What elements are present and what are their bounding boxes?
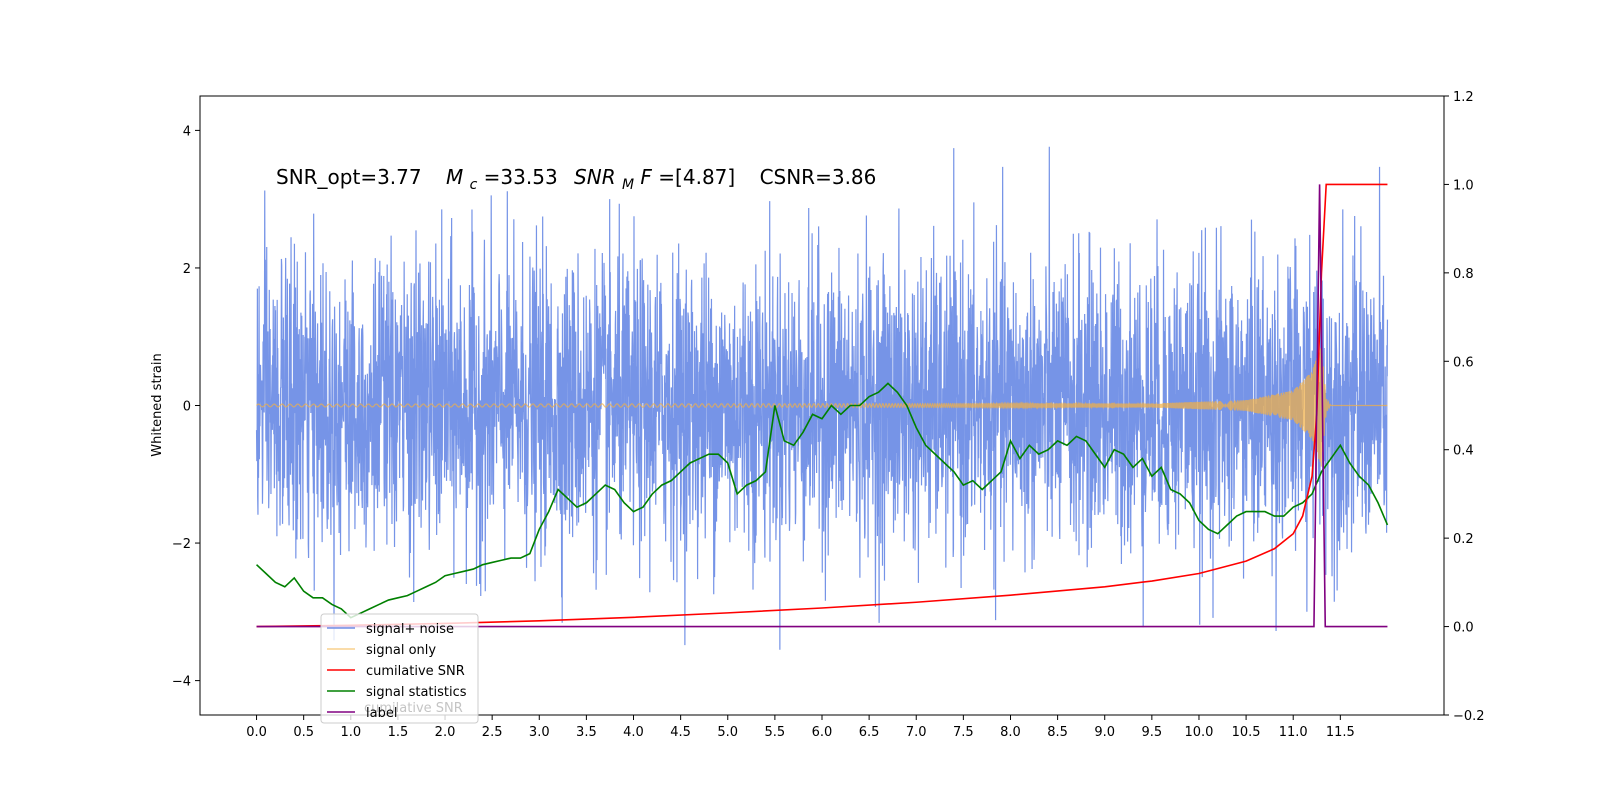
y-axis-label: Whitened strain	[150, 353, 165, 456]
x-tick-label: 3.5	[576, 725, 597, 740]
line-cumilative-snr	[256, 183, 1388, 628]
right-axis-series	[256, 183, 1389, 628]
x-tick-label: 10.5	[1232, 725, 1261, 740]
y-left-tick-label: −2	[172, 537, 191, 552]
y-left-axis-ticks: −4 −2 0 2 4	[172, 124, 200, 690]
legend-label-signal-noise: signal+ noise	[366, 622, 454, 637]
x-tick-label: 5.0	[717, 725, 738, 740]
y-right-axis-ticks: −0.2 0.0 0.2 0.4 0.6 0.8 1.0 1.2	[1444, 90, 1485, 724]
legend-label-signal-statistics: signal statistics	[366, 685, 467, 700]
annotation-snrmf-tail: F	[640, 165, 652, 189]
x-tick-label: 8.5	[1047, 725, 1068, 740]
y-left-tick-label: 2	[183, 262, 191, 277]
x-tick-label: 5.5	[765, 725, 786, 740]
x-tick-label: 8.0	[1000, 725, 1021, 740]
annotation-mc-value: =33.53	[484, 165, 558, 189]
annotation-snrmf-symbol: SNR	[574, 165, 616, 189]
line-signal-statistics	[256, 382, 1389, 619]
x-tick-label: 7.0	[906, 725, 927, 740]
annotation-mc-sub: c	[470, 177, 478, 193]
annotation-snrmf-value: =[4.87]	[658, 165, 735, 189]
y-right-tick-label: 0.4	[1453, 444, 1474, 459]
legend: cumilative SNR signal+ noise signal only c…	[320, 613, 479, 724]
annotation-snr-opt: SNR_opt=3.77	[276, 165, 422, 189]
x-tick-label: 6.5	[859, 725, 880, 740]
x-tick-label: 1.5	[388, 725, 409, 740]
annotation-mc-symbol: M	[446, 165, 463, 189]
y-right-tick-label: 0.0	[1453, 621, 1474, 636]
y-left-tick-label: −4	[172, 675, 191, 690]
signal-noise-line	[255, 146, 1389, 650]
legend-extra-label: cumilative SNR	[364, 701, 463, 716]
line-label	[256, 184, 1388, 628]
y-right-tick-label: 0.8	[1453, 267, 1474, 282]
chart-annotation: SNR_opt=3.77 M c =33.53 SNR M F =[4.87] …	[276, 165, 876, 194]
x-tick-label: 4.5	[670, 725, 691, 740]
x-tick-label: 1.0	[340, 725, 361, 740]
x-tick-label: 6.0	[812, 725, 833, 740]
legend-label-label: label	[366, 706, 397, 721]
x-tick-label: 4.0	[623, 725, 644, 740]
x-tick-label: 9.5	[1142, 725, 1163, 740]
x-tick-label: 9.0	[1094, 725, 1115, 740]
series-signal-noise	[255, 146, 1389, 650]
y-right-tick-label: −0.2	[1453, 709, 1485, 724]
x-tick-label: 7.5	[953, 725, 974, 740]
y-right-tick-label: 0.2	[1453, 532, 1474, 547]
x-axis-ticks: 0.0 0.5 1.0 1.5 2.0 2.5 3.0 3.5 4.0 4.5 5.0 5.5 6.0 6…	[246, 715, 1355, 740]
annotation-csnr: CSNR=3.86	[760, 165, 877, 189]
x-tick-label: 3.0	[529, 725, 550, 740]
x-tick-label: 11.5	[1326, 725, 1355, 740]
x-tick-label: 0.5	[293, 725, 314, 740]
annotation-snrmf-sub: M	[622, 177, 634, 193]
x-tick-label: 2.0	[435, 725, 456, 740]
signal-only-line	[256, 348, 1388, 467]
legend-label-signal-only: signal only	[366, 643, 436, 658]
x-tick-label: 11.0	[1279, 725, 1308, 740]
x-tick-label: 10.0	[1184, 725, 1213, 740]
y-right-tick-label: 0.6	[1453, 355, 1474, 370]
x-tick-label: 0.0	[246, 725, 267, 740]
x-tick-label: 2.5	[482, 725, 503, 740]
y-right-tick-label: 1.2	[1453, 90, 1474, 105]
legend-box	[320, 613, 479, 724]
y-left-tick-label: 4	[183, 124, 191, 139]
y-left-tick-label: 0	[183, 400, 191, 415]
legend-label-cumilative-snr: cumilative SNR	[366, 664, 465, 679]
series-signal-only	[256, 348, 1388, 467]
y-right-tick-label: 1.0	[1453, 178, 1474, 193]
